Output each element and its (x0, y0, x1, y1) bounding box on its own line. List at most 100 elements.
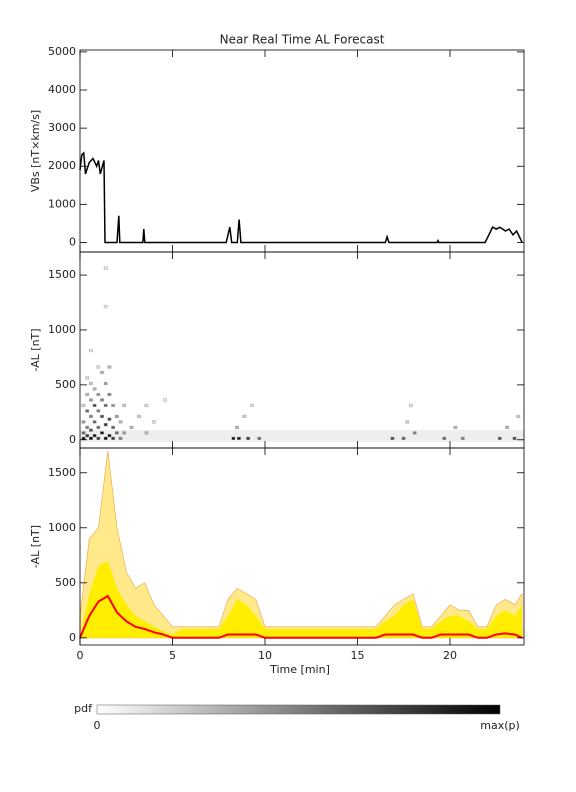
pdf-cell (111, 436, 115, 440)
y-tick-label: 3000 (48, 121, 76, 134)
pdf-cell (92, 420, 97, 424)
pdf-cell (231, 436, 236, 440)
pdf-cell (107, 434, 112, 438)
y-axis-label: -AL [nT] (29, 525, 42, 568)
pdf-cell (460, 436, 465, 440)
pdf-cell (246, 436, 251, 440)
x-tick-label: 20 (443, 649, 457, 662)
pdf-cell (114, 431, 119, 435)
pdf-cell (242, 414, 247, 419)
colorbar (96, 704, 501, 715)
pdf-cell (505, 425, 510, 429)
pdf-cell (103, 305, 108, 309)
pdf-cell (163, 398, 167, 402)
pdf-cell (453, 425, 458, 429)
pdf-cell (114, 414, 119, 419)
quantile-area (79, 450, 523, 639)
y-tick-label: 1000 (48, 197, 76, 210)
x-tick-label: 5 (169, 649, 176, 662)
y-tick-label: 500 (55, 378, 76, 391)
y-axis-label: -AL [nT] (29, 328, 42, 371)
pdf-cell (235, 425, 239, 429)
colorbar-min: 0 (94, 719, 101, 732)
pdf-cell (512, 436, 517, 440)
pdf-cell (107, 417, 112, 421)
pdf-cell (111, 403, 115, 408)
quantile-area (80, 560, 523, 638)
pdf-cell (92, 387, 97, 391)
pdf-cell (103, 266, 108, 270)
y-tick-label: 0 (69, 631, 76, 644)
pdf-cell (129, 425, 134, 429)
pdf-cell (103, 423, 108, 427)
pdf-cell (405, 420, 410, 424)
pdf-cell (100, 431, 104, 435)
pdf-cell (257, 436, 262, 440)
pdf-cell (96, 436, 101, 440)
pdf-cell (103, 381, 108, 386)
pdf-cell (89, 436, 93, 440)
pdf-cell (85, 434, 90, 438)
pdf-cell (81, 403, 86, 408)
panel-frame (79, 251, 525, 449)
y-tick-label: 4000 (48, 83, 76, 96)
pdf-cell (144, 431, 149, 435)
y-tick-label: 1500 (48, 466, 76, 479)
pdf-cell (122, 431, 127, 435)
pdf-cell (85, 409, 90, 413)
pdf-cell (401, 436, 406, 440)
pdf-cell (89, 414, 93, 419)
pdf-cell (107, 392, 112, 397)
pdf-cell (92, 434, 97, 438)
x-tick-label: 10 (258, 649, 272, 662)
pdf-cell (412, 431, 417, 435)
pdf-cell (442, 436, 447, 440)
colorbar-max: max(p) (480, 719, 520, 732)
y-tick-label: 1000 (48, 323, 76, 336)
pdf-cell (100, 370, 104, 375)
y-tick-label: 1000 (48, 521, 76, 534)
y-axis-label: VBs [nT×km/s] (29, 110, 42, 192)
pdf-cell (118, 436, 123, 440)
y-tick-label: 0 (69, 235, 76, 248)
pdf-cell (85, 392, 90, 397)
panel-frame (79, 447, 525, 646)
pdf-cell (144, 403, 149, 408)
pdf-cell (103, 403, 108, 408)
pdf-cell (107, 365, 112, 369)
pdf-cell (92, 403, 97, 408)
pdf-cell (103, 436, 108, 440)
pdf-cell (89, 398, 93, 402)
pdf-cell (85, 425, 90, 429)
pdf-cell (96, 425, 101, 429)
pdf-cell (249, 403, 254, 408)
colorbar-label: pdf (74, 702, 93, 715)
x-tick-label: 15 (351, 649, 365, 662)
pdf-cell (100, 414, 104, 419)
line (79, 151, 523, 244)
pdf-cell (89, 428, 93, 432)
pdf-cell (137, 414, 141, 419)
pdf-cell (237, 436, 241, 440)
pdf-cell (122, 403, 127, 408)
pdf-cell (81, 420, 86, 424)
pdf-cell (100, 398, 104, 402)
pdf-cell (151, 420, 156, 424)
chart-title: Near Real Time AL Forecast (220, 33, 385, 47)
y-tick-label: 5000 (48, 45, 76, 58)
pdf-cell (89, 381, 93, 386)
pdf-cell (89, 348, 93, 353)
y-tick-label: 500 (55, 576, 76, 589)
pdf-cell (111, 425, 115, 429)
pdf-cell (85, 376, 90, 380)
panel-frame (79, 49, 525, 253)
x-tick-label: 0 (77, 649, 84, 662)
y-tick-label: 1500 (48, 268, 76, 281)
pdf-cell (497, 436, 502, 440)
median-line (79, 594, 523, 639)
pdf-cell (516, 414, 521, 419)
y-tick-label: 2000 (48, 159, 76, 172)
y-tick-label: 0 (69, 433, 76, 446)
